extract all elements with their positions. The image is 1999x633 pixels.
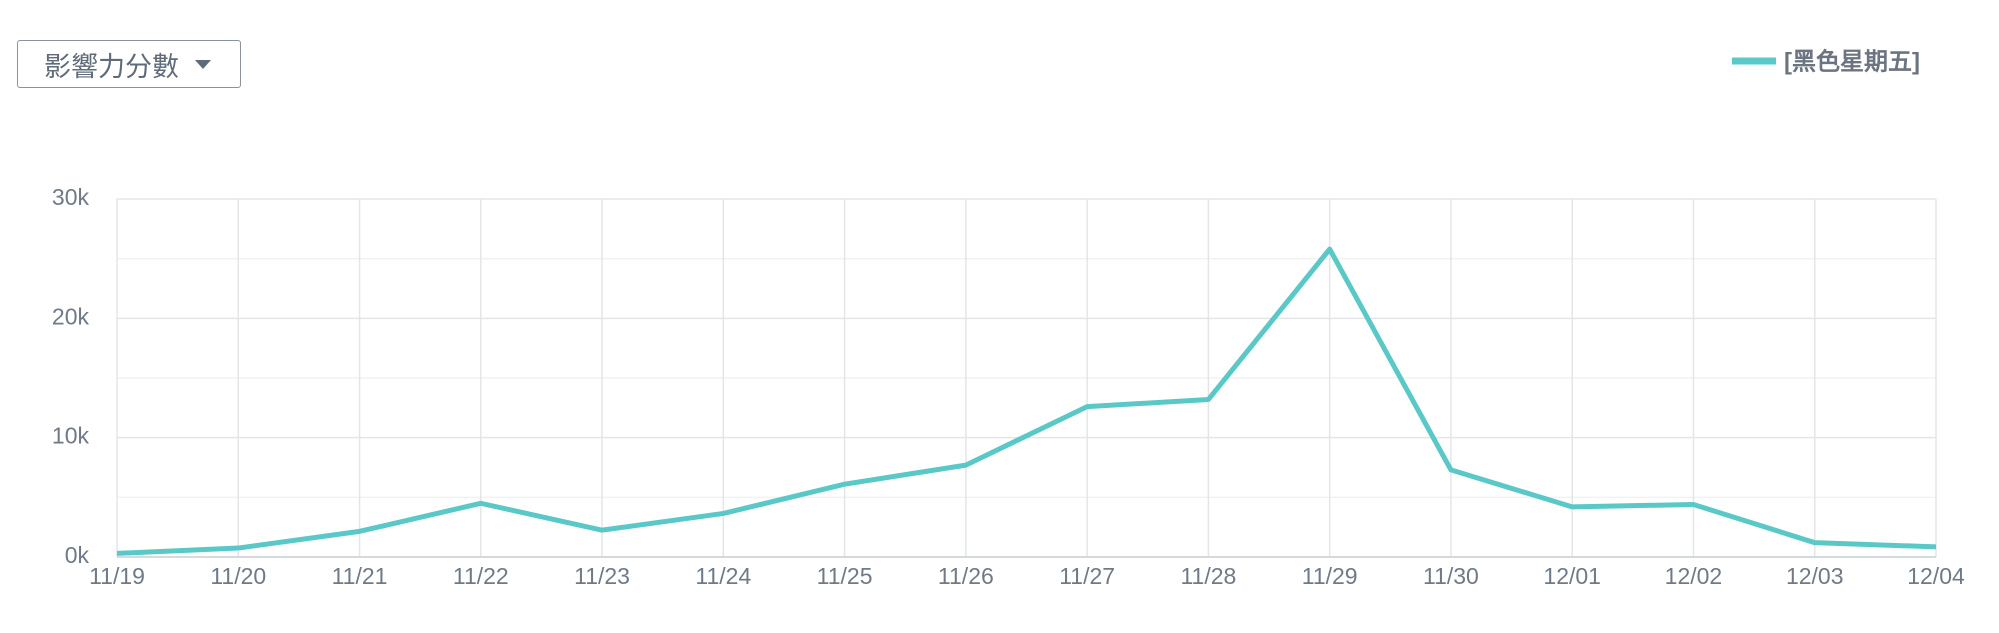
x-tick-label: 11/20 [210,563,266,589]
x-tick-label: 11/29 [1302,563,1358,589]
y-tick-label: 30k [52,184,90,210]
x-tick-label: 12/01 [1543,563,1601,589]
y-tick-label: 10k [52,423,90,449]
dropdown-label: 影響力分數 [44,51,179,82]
x-tick-label: 11/30 [1423,563,1479,589]
x-tick-label: 11/21 [332,563,388,589]
x-tick-label: 12/03 [1786,563,1844,589]
y-tick-label: 0k [65,542,90,568]
x-tick-label: 11/26 [938,563,994,589]
y-tick-label: 20k [52,303,90,329]
dropdown-arrow [195,59,211,69]
x-tick-label: 11/23 [574,563,630,589]
x-tick-label: 11/19 [89,563,145,589]
x-tick-label: 11/25 [817,563,873,589]
x-tick-label: 11/22 [453,563,509,589]
x-tick-label: 11/28 [1180,563,1236,589]
legend-label: [黑色星期五] [1784,47,1920,75]
series-line [116,246,1937,556]
x-tick-label: 12/04 [1907,563,1965,589]
x-tick-label: 11/27 [1059,563,1115,589]
x-tick-label: 11/24 [695,563,751,589]
x-tick-label: 12/02 [1665,563,1723,589]
metric-dropdown[interactable]: 影響力分數 [17,40,241,88]
